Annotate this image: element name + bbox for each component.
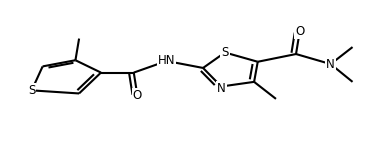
Text: O: O (295, 25, 304, 38)
Text: N: N (326, 58, 335, 71)
Text: O: O (133, 89, 142, 102)
Text: S: S (28, 84, 36, 97)
Text: S: S (221, 46, 229, 59)
Text: HN: HN (158, 54, 175, 68)
Text: N: N (217, 82, 226, 95)
